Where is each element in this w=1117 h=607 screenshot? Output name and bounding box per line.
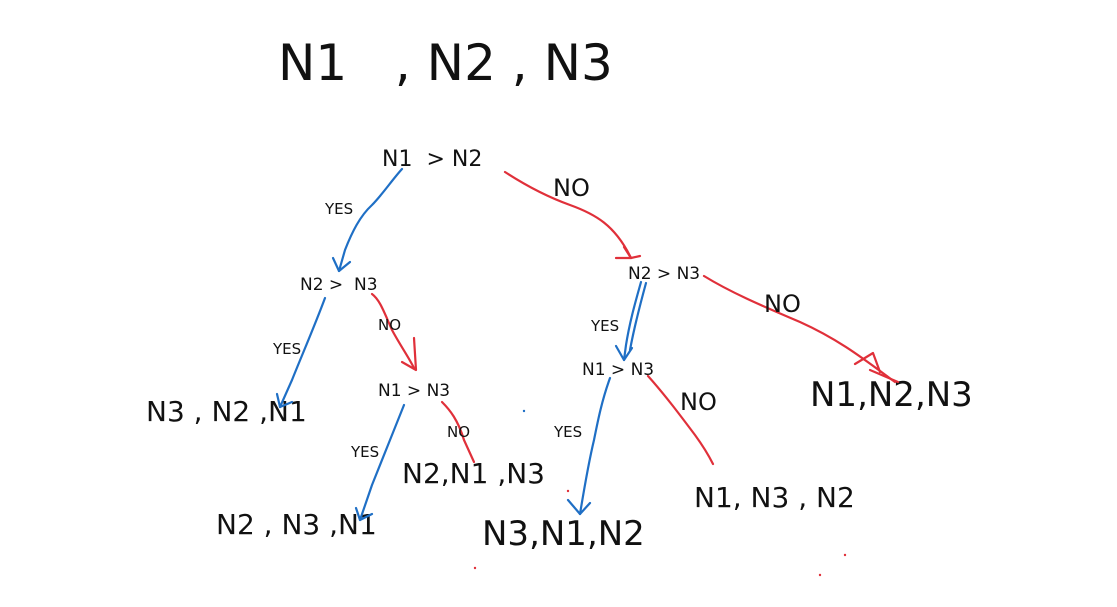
left-right-node: N1 > N3 — [378, 381, 450, 401]
diagram-title: N1 , N2 , N3 — [278, 34, 613, 92]
result-n1-n3-n2: N1, N3 , N2 — [694, 481, 855, 514]
arrowhead-right-rightleft — [614, 344, 634, 362]
label-yes-leftright-result: YES — [350, 443, 379, 461]
arrowhead-root-left — [331, 256, 352, 273]
edge-left-leftright-no — [370, 292, 416, 370]
edge-rightleft-result-yes — [578, 376, 612, 516]
right-left-node: N1 > N3 — [582, 360, 654, 380]
stray-dot — [818, 573, 822, 577]
edge-rightleft-result-no — [646, 374, 715, 466]
label-no-rightleft-result: NO — [680, 388, 717, 416]
label-yes-rightleft-result: YES — [553, 423, 582, 441]
edge-right-rightleft-yes — [622, 280, 643, 362]
arrowhead-right-result — [853, 351, 900, 384]
label-no-right-result: NO — [764, 290, 801, 318]
label-no-left-leftright: NO — [378, 316, 401, 334]
left-node: N2 > N3 — [300, 275, 378, 295]
arrowhead-left-result — [275, 392, 294, 409]
label-no-root-right: NO — [553, 174, 590, 202]
label-yes-left-result: YES — [272, 340, 301, 358]
edge-root-right-no — [503, 170, 633, 260]
stray-dot — [843, 553, 847, 557]
stray-dot — [522, 409, 526, 413]
stray-dot — [473, 566, 477, 570]
arrowhead-leftright-result — [354, 506, 374, 522]
stray-dot — [566, 489, 570, 493]
arrowhead-rightleft-result — [566, 498, 592, 516]
label-no-leftright-result: NO — [447, 423, 470, 441]
root-node: N1 > N2 — [382, 147, 482, 172]
arrowhead-left-leftright — [400, 336, 418, 372]
edge-left-result-yes — [278, 296, 327, 409]
edge-right-result-no — [702, 274, 897, 384]
edge-leftright-result-yes — [358, 403, 406, 522]
result-n1-n2-n3: N1,N2,N3 — [810, 375, 973, 415]
edge-root-left-yes — [337, 167, 404, 273]
result-n3-n2-n1: N3 , N2 ,N1 — [146, 395, 307, 428]
result-n3-n1-n2: N3,N1,N2 — [482, 514, 645, 554]
arrowhead-root-right — [614, 245, 642, 260]
edge-leftright-result-no — [440, 400, 476, 464]
right-node: N2 > N3 — [628, 264, 700, 284]
result-n2-n3-n1: N2 , N3 ,N1 — [216, 508, 377, 541]
label-yes-root-left: YES — [324, 200, 353, 218]
edge-right-rightleft-yes-2 — [628, 281, 648, 352]
label-yes-right-rightleft: YES — [590, 317, 619, 335]
